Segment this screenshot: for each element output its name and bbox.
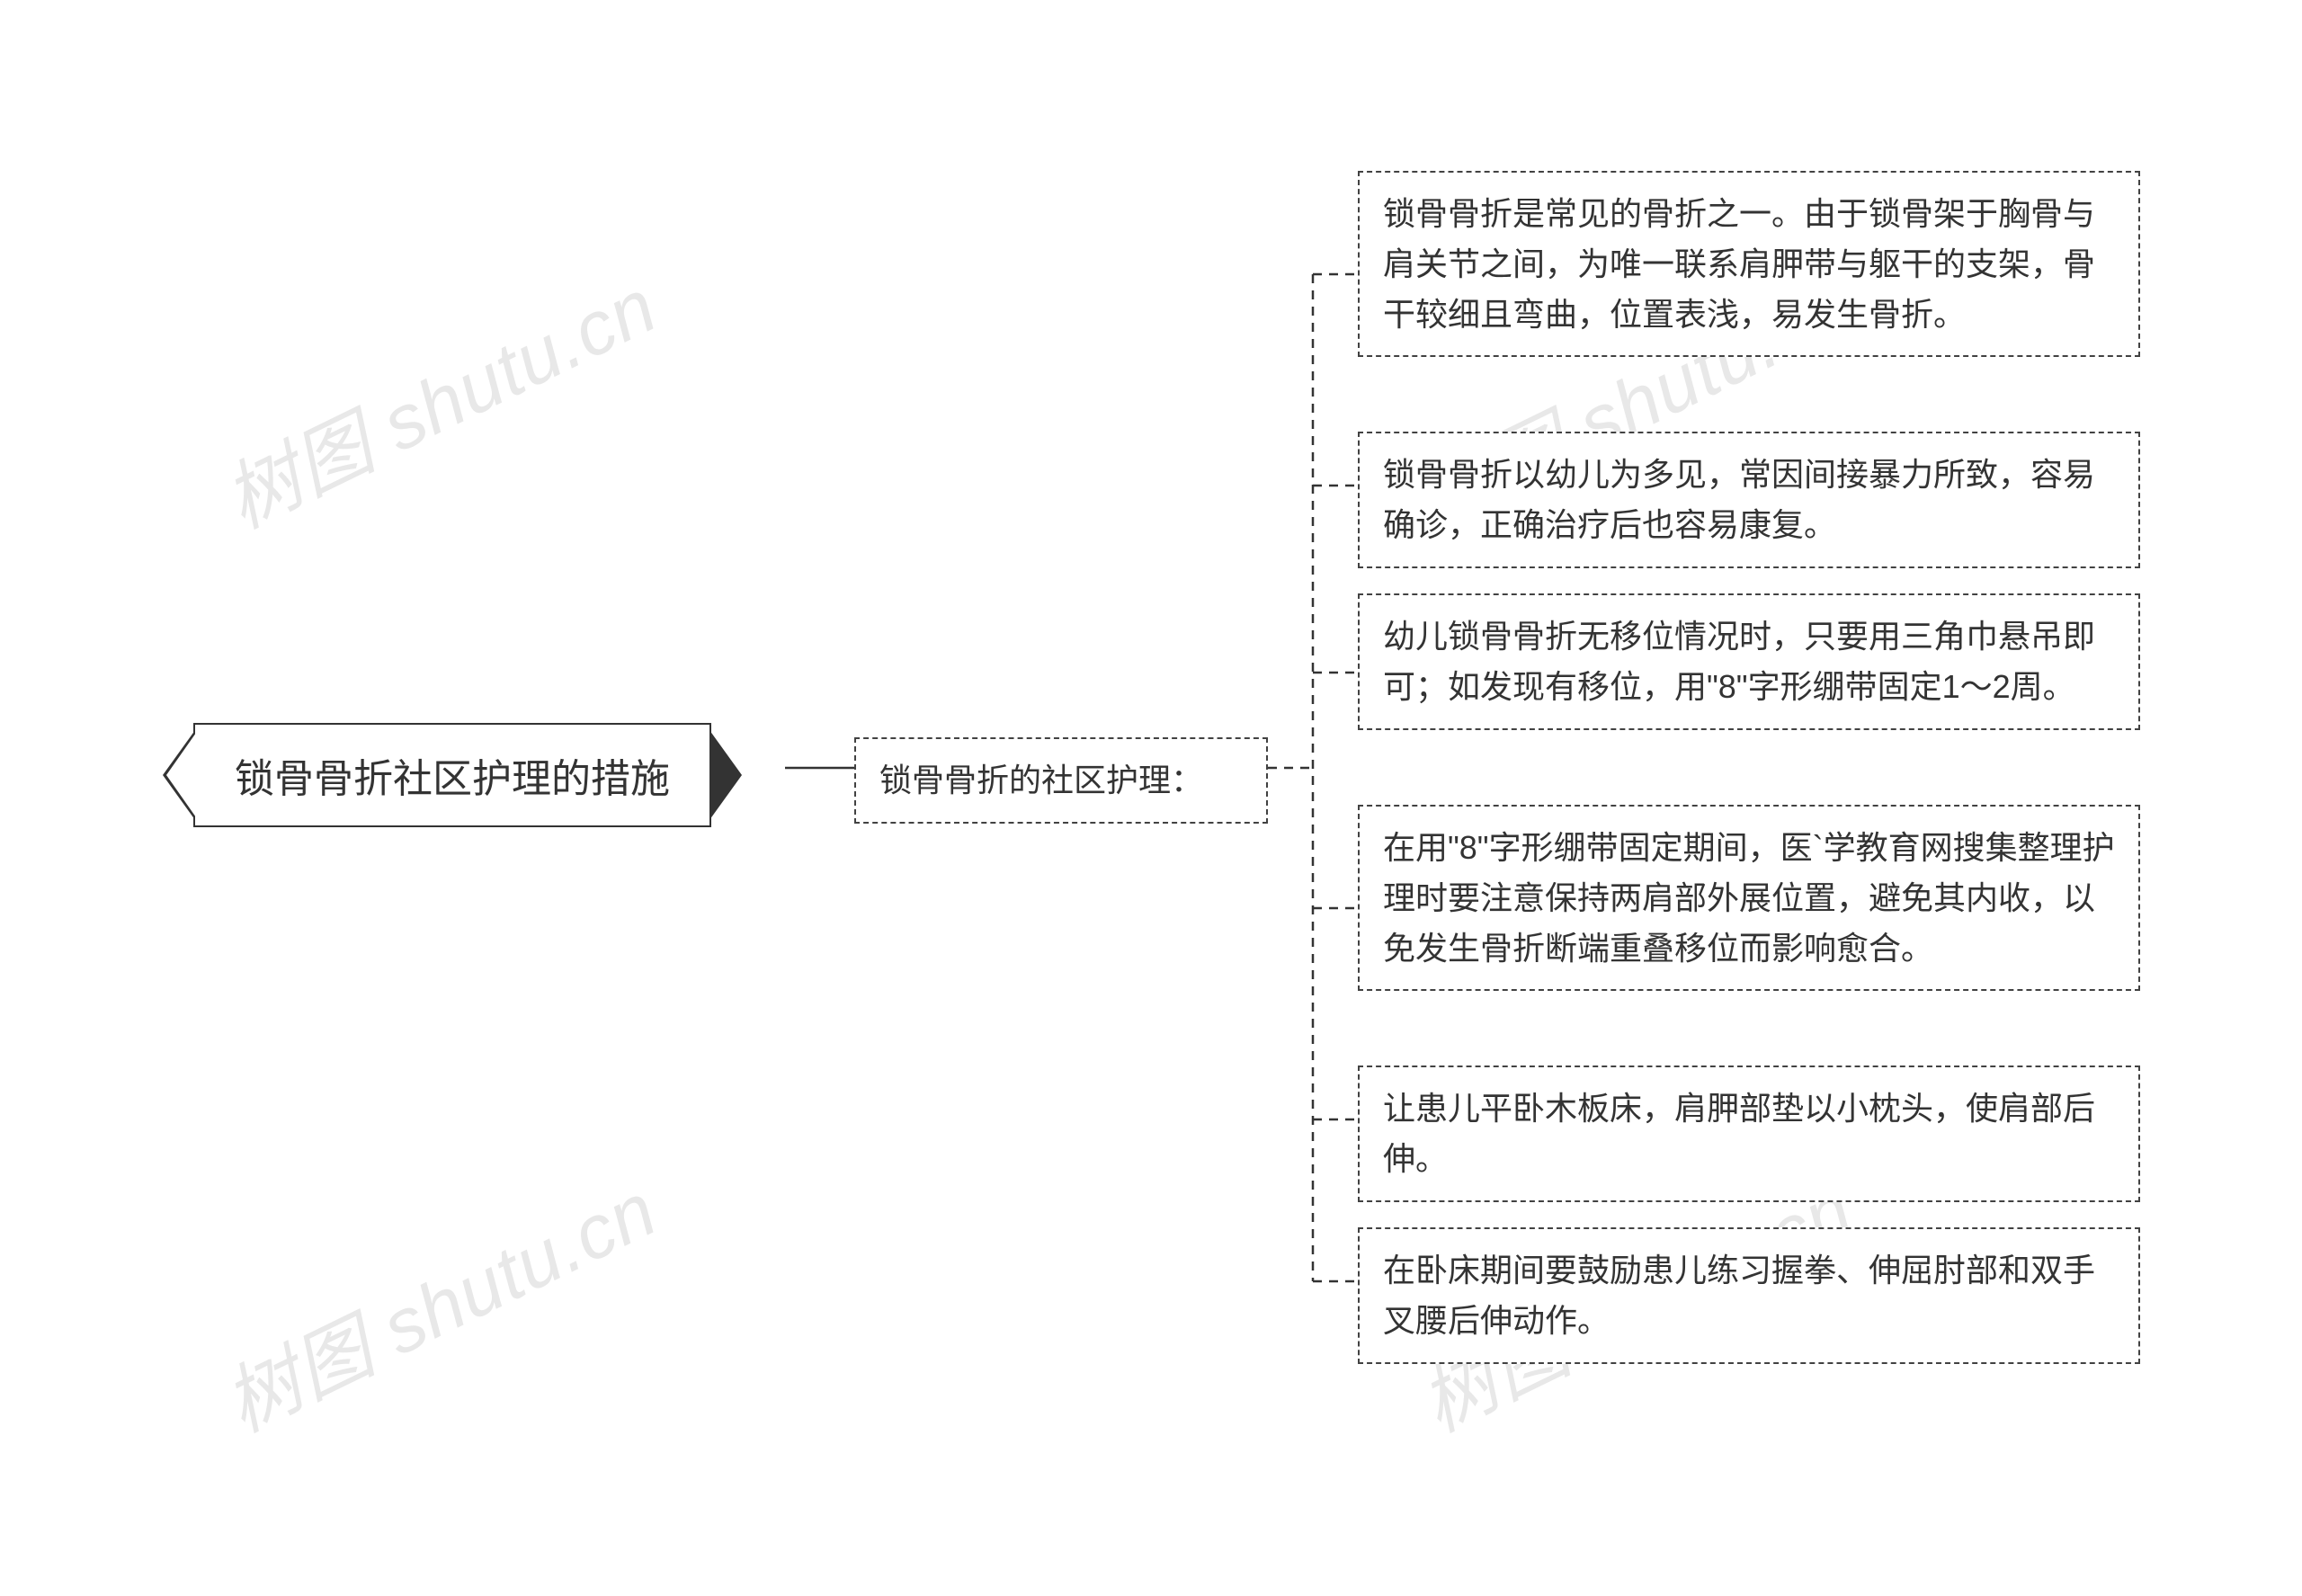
leaf-label: 在用"8"字形绷带固定期间，医`学教育网搜集整理护理时要注意保持两肩部外展位置，…: [1383, 829, 2115, 967]
leaf-label: 在卧床期间要鼓励患儿练习握拳、伸屈肘部和双手叉腰后伸动作。: [1383, 1252, 2095, 1339]
watermark: 树图 shutu.cn: [204, 246, 672, 549]
leaf-node: 锁骨骨折以幼儿为多见，常因间接暴力所致，容易确诊，正确治疗后也容易康复。: [1358, 432, 2140, 568]
leaf-node: 让患儿平卧木板床，肩胛部垫以小枕头，使肩部后伸。: [1358, 1065, 2140, 1202]
level1-node: 锁骨骨折的社区护理：: [854, 737, 1268, 824]
root-label: 锁骨骨折社区护理的措施: [235, 757, 670, 801]
level1-label: 锁骨骨折的社区护理：: [879, 762, 1203, 798]
watermark: 树图 shutu.cn: [204, 1150, 672, 1453]
root-node: 锁骨骨折社区护理的措施: [193, 723, 711, 827]
leaf-node: 锁骨骨折是常见的骨折之一。由于锁骨架于胸骨与肩关节之间，为唯一联系肩胛带与躯干的…: [1358, 171, 2140, 357]
leaf-label: 幼儿锁骨骨折无移位情况时，只要用三角巾悬吊即可；如发现有移位，用"8"字形绷带固…: [1383, 618, 2095, 705]
leaf-node: 在卧床期间要鼓励患儿练习握拳、伸屈肘部和双手叉腰后伸动作。: [1358, 1227, 2140, 1364]
leaf-node: 在用"8"字形绷带固定期间，医`学教育网搜集整理护理时要注意保持两肩部外展位置，…: [1358, 805, 2140, 991]
leaf-label: 锁骨骨折是常见的骨折之一。由于锁骨架于胸骨与肩关节之间，为唯一联系肩胛带与躯干的…: [1383, 195, 2095, 333]
leaf-node: 幼儿锁骨骨折无移位情况时，只要用三角巾悬吊即可；如发现有移位，用"8"字形绷带固…: [1358, 593, 2140, 730]
leaf-label: 锁骨骨折以幼儿为多见，常因间接暴力所致，容易确诊，正确治疗后也容易康复。: [1383, 456, 2095, 543]
diagram-canvas: 树图 shutu.cn 树图 shutu.cn 树图 shutu.cn 树图 s…: [0, 0, 2302, 1596]
leaf-label: 让患儿平卧木板床，肩胛部垫以小枕头，使肩部后伸。: [1383, 1090, 2095, 1177]
